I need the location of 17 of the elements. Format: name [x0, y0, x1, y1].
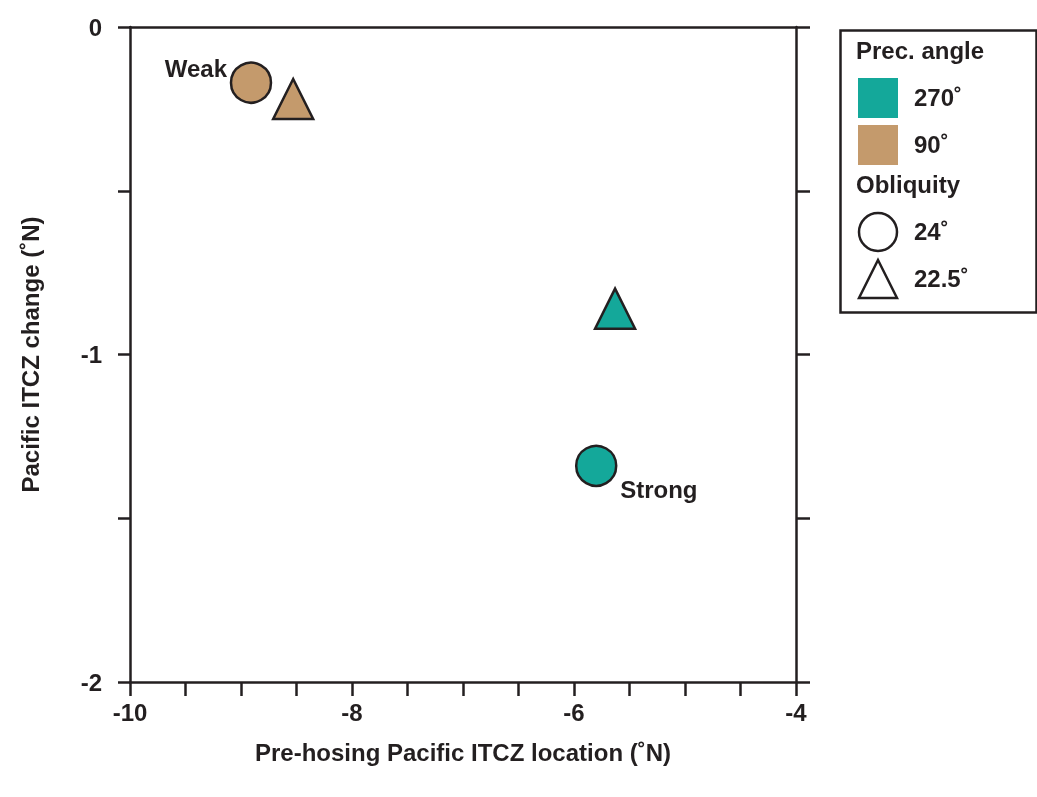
legend-label: 90˚ — [914, 131, 949, 159]
legend-label: 22.5˚ — [914, 265, 969, 293]
y-tick-label: -2 — [80, 668, 102, 696]
y-tick-label: 0 — [88, 13, 102, 41]
x-tick-label: -4 — [785, 698, 808, 726]
text: Prec. angle — [856, 36, 985, 64]
x-tick-label: -8 — [341, 698, 363, 726]
x-axis-title: Pre-hosing Pacific ITCZ location (˚N) — [254, 738, 672, 766]
annotation: Strong — [620, 476, 698, 504]
annotation: Weak — [164, 55, 228, 83]
legend-label: 24˚ — [914, 218, 949, 246]
x-tick-label: -6 — [563, 698, 585, 726]
y-axis-title: Pacific ITCZ change (˚N) — [16, 216, 44, 493]
y-tick-label: -1 — [80, 341, 102, 368]
text: Obliquity — [856, 170, 960, 198]
legend-label: 270˚ — [914, 84, 963, 112]
x-tick-label: -10 — [112, 698, 148, 726]
